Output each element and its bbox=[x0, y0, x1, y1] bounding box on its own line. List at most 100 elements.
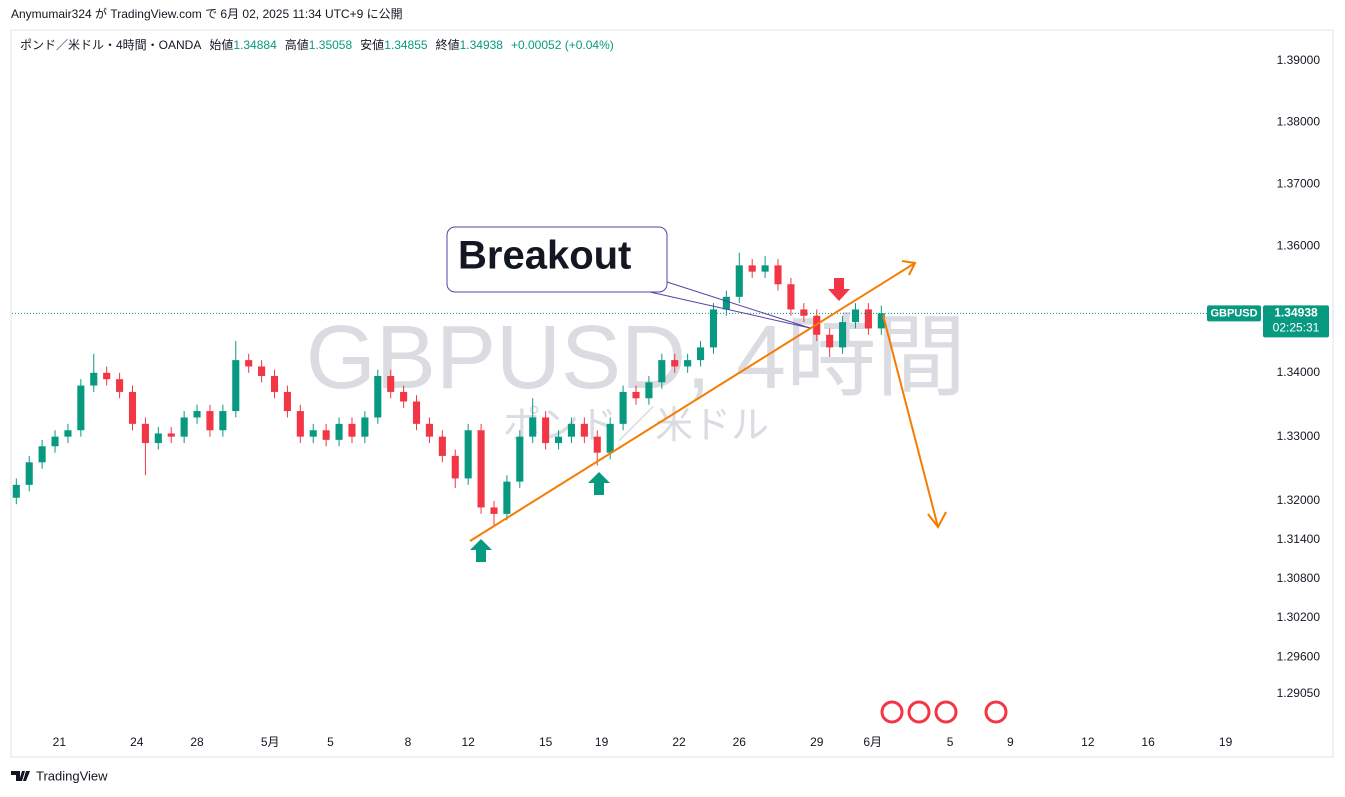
candle-body bbox=[632, 391, 640, 399]
candle-body bbox=[800, 309, 808, 316]
x-tick-label: 24 bbox=[130, 735, 144, 749]
candle-body bbox=[245, 360, 253, 367]
candle-body bbox=[232, 360, 240, 412]
publisher-line: Anymumair324 が TradingView.com で 6月 02, … bbox=[11, 6, 403, 21]
open-label: 始値 bbox=[209, 37, 233, 52]
price-tag-bg bbox=[1263, 305, 1329, 338]
candle-body bbox=[258, 366, 266, 376]
y-tick-label: 1.31400 bbox=[1277, 532, 1321, 546]
drawings: Breakout bbox=[446, 226, 947, 562]
callout-text: Breakout bbox=[458, 234, 631, 278]
change-value: +0.00052 (+0.04%) bbox=[511, 38, 614, 52]
x-tick-label: 26 bbox=[733, 735, 747, 749]
candle-body bbox=[593, 436, 601, 453]
x-tick-label: 12 bbox=[461, 735, 475, 749]
candle-body bbox=[400, 391, 408, 402]
x-tick-label: 5 bbox=[947, 735, 954, 749]
x-tick-label: 28 bbox=[190, 735, 204, 749]
brand-name: TradingView bbox=[36, 768, 108, 783]
y-tick-label: 1.34000 bbox=[1277, 365, 1321, 379]
candle-body bbox=[348, 423, 356, 437]
candle-body bbox=[464, 430, 472, 479]
candle-body bbox=[193, 411, 201, 418]
open-value: 1.34884 bbox=[233, 38, 277, 52]
candle-body bbox=[864, 309, 872, 329]
candle-body bbox=[451, 455, 459, 479]
candle-body bbox=[438, 436, 446, 456]
candle-body bbox=[851, 309, 860, 323]
candle-body bbox=[503, 481, 511, 514]
y-tick-label: 1.32000 bbox=[1277, 493, 1321, 507]
x-tick-label: 5 bbox=[327, 735, 334, 749]
event-icon bbox=[880, 700, 904, 724]
candle-body bbox=[839, 322, 847, 348]
candle-body bbox=[671, 360, 679, 367]
x-tick-label: 9 bbox=[1007, 735, 1014, 749]
candle-body bbox=[619, 391, 627, 424]
candle-body bbox=[826, 334, 834, 348]
candle-body bbox=[722, 296, 730, 310]
event-icons bbox=[880, 700, 1008, 724]
candle-body bbox=[38, 446, 46, 463]
candle-body bbox=[51, 436, 59, 447]
low-label: 安値 bbox=[360, 37, 384, 52]
candle-body bbox=[283, 391, 291, 412]
candle-body bbox=[309, 430, 317, 437]
candle-body bbox=[542, 417, 550, 444]
candle-body bbox=[64, 430, 72, 437]
candle-body bbox=[684, 360, 692, 367]
candle-body bbox=[206, 411, 214, 431]
candle-body bbox=[567, 423, 575, 437]
candle-body bbox=[141, 423, 149, 444]
trend-line bbox=[469, 262, 916, 542]
candle-body bbox=[761, 265, 769, 272]
y-tick-label: 1.30200 bbox=[1277, 610, 1321, 624]
x-tick-label: 6月 bbox=[863, 735, 882, 749]
candle-body bbox=[658, 360, 666, 383]
candle-body bbox=[296, 411, 304, 437]
arrow-head bbox=[901, 260, 917, 276]
callout-box bbox=[446, 226, 668, 293]
x-tick-label: 19 bbox=[595, 735, 609, 749]
up-arrow bbox=[588, 472, 610, 495]
y-tick-label: 1.39000 bbox=[1277, 53, 1321, 67]
candle-body bbox=[606, 423, 614, 453]
candle-body bbox=[128, 391, 137, 424]
candle-body bbox=[154, 433, 162, 444]
candle-body bbox=[877, 313, 885, 329]
event-icon bbox=[934, 700, 958, 724]
candle-body bbox=[180, 417, 188, 437]
y-tick-label: 1.36000 bbox=[1277, 239, 1321, 253]
event-icon bbox=[907, 700, 931, 724]
callout-tail bbox=[666, 281, 811, 329]
candle-body bbox=[335, 423, 343, 440]
chart-frame bbox=[10, 29, 1334, 758]
candle-body bbox=[25, 462, 33, 485]
y-tick-label: 1.33000 bbox=[1277, 429, 1321, 443]
candle-body bbox=[412, 401, 421, 424]
candle-body bbox=[774, 265, 782, 285]
candle-body bbox=[167, 433, 175, 437]
y-tick-label: 1.29600 bbox=[1277, 650, 1321, 664]
brand: TradingView bbox=[11, 768, 108, 783]
candle-body bbox=[645, 382, 653, 399]
candle-body bbox=[580, 423, 588, 437]
y-tick-label: 1.30800 bbox=[1277, 571, 1321, 585]
x-tick-label: 8 bbox=[405, 735, 412, 749]
price-tag: 1.34938 bbox=[1274, 306, 1318, 320]
candle-body bbox=[554, 436, 563, 444]
candle-body bbox=[103, 372, 111, 380]
symbol-tag-bg bbox=[1207, 305, 1261, 322]
candle-body bbox=[12, 484, 20, 498]
plot-area: 1.39000 1.38000 1.37000 1.36000 1.34000 1.330… bbox=[12, 53, 1329, 749]
candle-body bbox=[361, 417, 369, 437]
candle-body bbox=[490, 507, 498, 514]
up-arrow bbox=[470, 539, 492, 562]
low-value: 1.34855 bbox=[384, 38, 428, 52]
callout-tail bbox=[649, 291, 811, 329]
candle-body bbox=[516, 436, 524, 482]
x-tick-label: 5月 bbox=[261, 735, 280, 749]
y-tick-label: 1.38000 bbox=[1277, 114, 1321, 128]
candle-body bbox=[387, 375, 395, 392]
